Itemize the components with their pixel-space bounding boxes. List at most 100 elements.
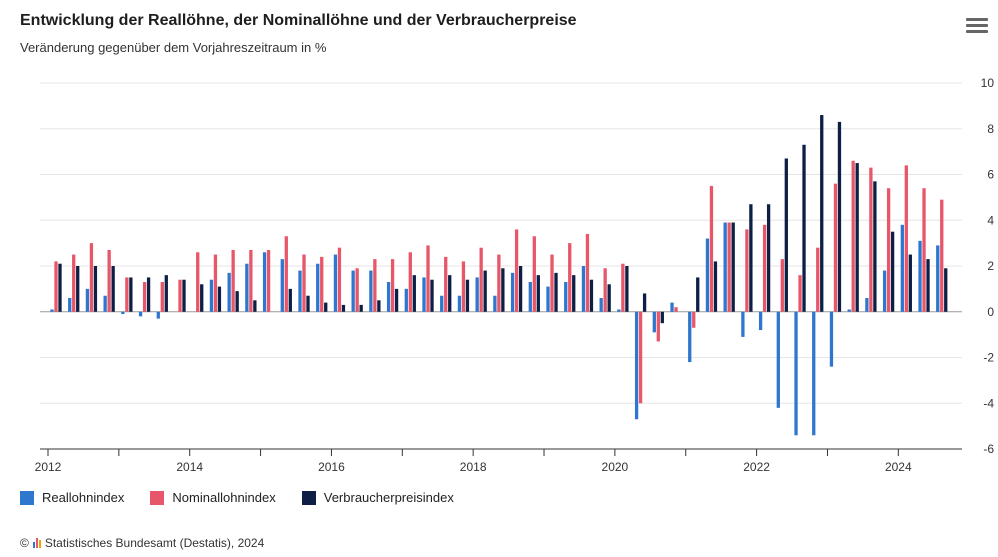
bar-real[interactable] [528,282,532,312]
bar-cpi[interactable] [944,268,948,312]
bar-real[interactable] [936,245,940,312]
bar-cpi[interactable] [76,266,80,312]
bar-cpi[interactable] [217,286,222,312]
bar-nominal[interactable] [355,268,359,312]
bar-cpi[interactable] [306,295,310,312]
bar-nominal[interactable] [444,256,448,312]
bar-real[interactable] [422,277,426,312]
bar-cpi[interactable] [288,288,292,312]
bar-cpi[interactable] [572,275,576,312]
bar-nominal[interactable] [266,249,271,312]
bar-real[interactable] [351,270,355,312]
bar-real[interactable] [670,302,674,312]
bar-real[interactable] [847,309,851,312]
bar-cpi[interactable] [324,302,328,312]
bar-cpi[interactable] [749,204,753,312]
bar-real[interactable] [103,295,107,312]
bar-nominal[interactable] [869,167,873,312]
bar-real[interactable] [758,311,763,331]
bar-real[interactable] [245,263,249,312]
bar-cpi[interactable] [837,121,842,312]
bar-real[interactable] [634,311,639,420]
bar-real[interactable] [829,311,834,367]
bar-nominal[interactable] [851,160,855,312]
bar-cpi[interactable] [359,304,363,312]
bar-cpi[interactable] [235,291,239,312]
bar-nominal[interactable] [940,199,944,312]
bar-cpi[interactable] [589,279,594,312]
bar-nominal[interactable] [603,268,607,312]
bar-cpi[interactable] [855,163,859,312]
bar-nominal[interactable] [638,311,643,404]
bar-nominal[interactable] [621,263,625,312]
bar-nominal[interactable] [390,259,395,312]
bar-cpi[interactable] [111,266,115,312]
bar-nominal[interactable] [514,229,519,312]
bar-cpi[interactable] [890,231,895,312]
bar-cpi[interactable] [660,311,664,324]
bar-real[interactable] [564,282,568,312]
bar-real[interactable] [617,309,621,312]
bar-nominal[interactable] [373,259,377,312]
bar-cpi[interactable] [802,144,806,312]
bar-nominal[interactable] [196,252,200,312]
bar-nominal[interactable] [922,188,926,312]
bar-cpi[interactable] [483,270,487,312]
bar-real[interactable] [865,298,869,312]
bar-cpi[interactable] [377,300,381,312]
bar-nominal[interactable] [745,229,749,312]
bar-real[interactable] [138,311,143,317]
bar-cpi[interactable] [908,254,912,312]
bar-nominal[interactable] [497,254,501,312]
bar-real[interactable] [333,254,338,312]
bar-real[interactable] [812,311,816,436]
bar-cpi[interactable] [873,181,877,312]
bar-cpi[interactable] [146,277,151,312]
bar-nominal[interactable] [798,275,802,312]
bar-nominal[interactable] [302,254,306,312]
bar-nominal[interactable] [585,233,590,312]
bar-nominal[interactable] [727,222,731,312]
bar-nominal[interactable] [249,249,253,312]
bar-real[interactable] [369,270,373,312]
bar-real[interactable] [510,272,515,312]
bar-cpi[interactable] [253,300,257,312]
bar-real[interactable] [882,270,887,312]
bar-nominal[interactable] [886,188,891,312]
bar-real[interactable] [581,266,586,312]
bar-cpi[interactable] [607,284,611,312]
bar-nominal[interactable] [816,247,820,312]
bar-real[interactable] [227,272,231,312]
bar-real[interactable] [298,270,302,312]
bar-real[interactable] [280,259,284,312]
bar-nominal[interactable] [904,165,908,312]
legend-item-real[interactable]: Reallohnindex [20,490,124,505]
bar-cpi[interactable] [58,263,62,312]
bar-nominal[interactable] [461,261,466,312]
bar-nominal[interactable] [54,261,58,312]
bar-real[interactable] [262,252,267,312]
bar-nominal[interactable] [72,254,76,312]
bar-real[interactable] [386,282,391,312]
bar-nominal[interactable] [568,243,572,312]
bar-cpi[interactable] [820,115,824,312]
bar-nominal[interactable] [213,254,218,312]
bar-cpi[interactable] [448,275,452,312]
bar-real[interactable] [404,288,408,312]
bar-real[interactable] [457,295,462,312]
bar-cpi[interactable] [200,284,204,312]
bar-nominal[interactable] [107,249,111,312]
bar-nominal[interactable] [762,224,767,312]
bar-cpi[interactable] [554,272,558,312]
bar-cpi[interactable] [394,288,399,312]
bar-real[interactable] [688,311,692,363]
bar-nominal[interactable] [833,183,838,312]
bar-cpi[interactable] [696,277,700,312]
bar-nominal[interactable] [674,307,678,312]
bar-real[interactable] [50,309,54,312]
bar-real[interactable] [85,288,90,312]
bar-real[interactable] [776,311,780,408]
bar-cpi[interactable] [465,279,470,312]
bar-nominal[interactable] [142,282,147,312]
bar-cpi[interactable] [341,304,346,312]
